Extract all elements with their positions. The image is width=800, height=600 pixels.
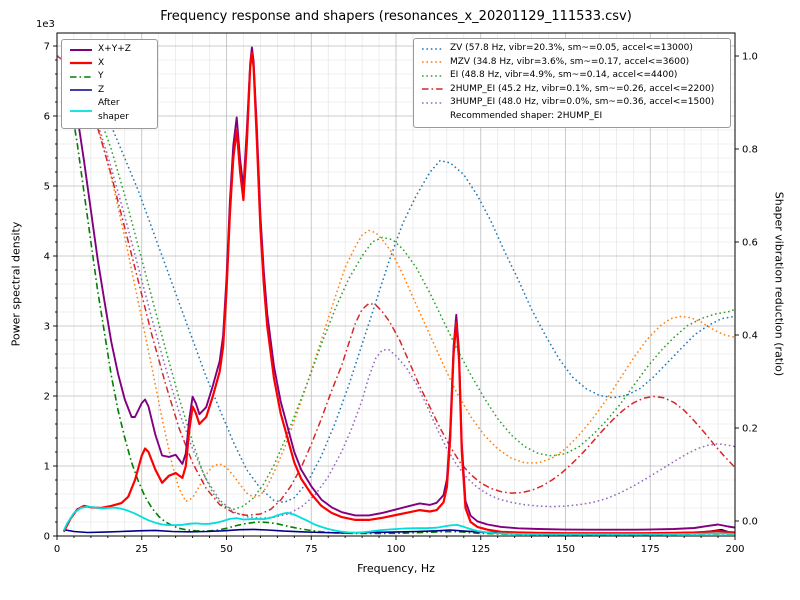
- svg-text:6: 6: [44, 112, 50, 123]
- series-line: [57, 55, 735, 511]
- tick-marks: [53, 45, 739, 540]
- svg-text:0.0: 0.0: [742, 517, 758, 528]
- svg-text:1.0: 1.0: [742, 52, 758, 63]
- svg-text:0.8: 0.8: [742, 145, 758, 156]
- y-axis-label-right: Shaper vibration reduction (ratio): [772, 191, 786, 377]
- legend-line-sample: [421, 43, 445, 55]
- tick-labels: 0 25 50 75 100 125 150 175 200 0 1 2 3 4 5 6 7 0.0 0.2 0.4 0…: [44, 42, 758, 556]
- legend-shapers: ZV (57.8 Hz, vibr=20.3%, sm~=0.05, accel…: [413, 38, 731, 128]
- series-line: [57, 55, 735, 504]
- svg-text:1: 1: [44, 462, 50, 473]
- legend-item-label: ZV (57.8 Hz, vibr=20.3%, sm~=0.05, accel…: [450, 43, 693, 53]
- legend-item-label: After shaper: [98, 98, 129, 122]
- svg-text:0.6: 0.6: [742, 238, 758, 249]
- legend-line-sample: [421, 83, 445, 95]
- svg-text:0: 0: [54, 544, 60, 555]
- curves: [57, 46, 735, 536]
- legend-item: X+Y+Z: [69, 43, 150, 57]
- legend-item-label: X: [98, 57, 105, 68]
- legend-item: 2HUMP_EI (45.2 Hz, vibr=0.1%, sm~=0.26, …: [421, 83, 723, 97]
- legend-sample-spacer: [421, 116, 445, 117]
- legend-item: X: [69, 57, 150, 71]
- recommended-shaper-row: Recommended shaper: 2HUMP_EI: [421, 110, 723, 124]
- series-line: [63, 73, 735, 536]
- legend-item-label: Z: [98, 84, 105, 95]
- svg-text:0.4: 0.4: [742, 331, 758, 342]
- legend-item-label: X+Y+Z: [98, 44, 131, 54]
- svg-text:4: 4: [44, 252, 50, 263]
- legend-item: Y: [69, 70, 150, 84]
- legend-item-label: EI (48.8 Hz, vibr=4.9%, sm~=0.14, accel<…: [450, 70, 678, 80]
- legend-line-sample: [421, 56, 445, 68]
- legend-item: EI (48.8 Hz, vibr=4.9%, sm~=0.14, accel<…: [421, 69, 723, 83]
- svg-text:25: 25: [135, 544, 148, 555]
- y-axis-label-left: Power spectral density: [9, 221, 23, 347]
- svg-text:100: 100: [386, 544, 405, 555]
- recommended-shaper-text: Recommended shaper: 2HUMP_EI: [450, 110, 603, 121]
- svg-text:175: 175: [641, 544, 660, 555]
- legend-line-sample: [69, 84, 93, 96]
- svg-text:75: 75: [305, 544, 318, 555]
- legend-item: After shaper: [69, 97, 150, 124]
- svg-text:0: 0: [44, 532, 50, 543]
- series-line: [57, 55, 735, 517]
- series-line: [57, 55, 735, 519]
- legend-item-label: 3HUMP_EI (48.0 Hz, vibr=0.0%, sm~=0.36, …: [450, 97, 715, 107]
- y-axis-offset-text: 1e3: [36, 19, 55, 30]
- svg-text:3: 3: [44, 322, 50, 333]
- series-line: [62, 51, 735, 535]
- legend-item-label: 2HUMP_EI (45.2 Hz, vibr=0.1%, sm~=0.26, …: [450, 83, 715, 94]
- svg-text:2: 2: [44, 392, 50, 403]
- svg-text:200: 200: [725, 544, 744, 555]
- svg-text:50: 50: [220, 544, 233, 555]
- legend-line-sample: [421, 70, 445, 82]
- legend-item: 3HUMP_EI (48.0 Hz, vibr=0.0%, sm~=0.36, …: [421, 96, 723, 110]
- svg-text:7: 7: [44, 42, 50, 53]
- series-line: [57, 55, 735, 503]
- chart-title: Frequency response and shapers (resonanc…: [160, 9, 632, 24]
- legend-line-sample: [69, 57, 93, 69]
- legend-psd: X+Y+Z X Y Z After shaper: [61, 39, 158, 129]
- legend-line-sample: [421, 97, 445, 109]
- legend-line-sample: [69, 105, 93, 117]
- series-line: [62, 505, 735, 536]
- svg-text:5: 5: [44, 182, 50, 193]
- legend-item: MZV (34.8 Hz, vibr=3.6%, sm~=0.17, accel…: [421, 56, 723, 70]
- legend-item: ZV (57.8 Hz, vibr=20.3%, sm~=0.05, accel…: [421, 42, 723, 56]
- legend-line-sample: [69, 71, 93, 83]
- x-axis-label: Frequency, Hz: [357, 562, 435, 575]
- svg-text:150: 150: [556, 544, 575, 555]
- legend-item: Z: [69, 84, 150, 98]
- legend-item-label: MZV (34.8 Hz, vibr=3.6%, sm~=0.17, accel…: [450, 56, 690, 67]
- svg-text:0.2: 0.2: [742, 424, 758, 435]
- svg-text:125: 125: [471, 544, 490, 555]
- legend-line-sample: [69, 44, 93, 56]
- legend-item-label: Y: [98, 71, 104, 81]
